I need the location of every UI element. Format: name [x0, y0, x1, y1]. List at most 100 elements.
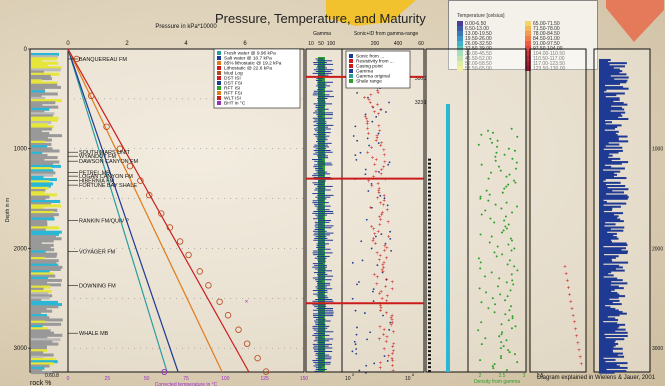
lithology-bar [31, 278, 62, 282]
density-point [489, 137, 492, 140]
yellow-decoration [326, 0, 416, 26]
density-point [494, 203, 497, 206]
sonic-point [389, 230, 392, 233]
lithology-bar [31, 265, 63, 269]
density-point [496, 245, 499, 248]
lithology-bar [31, 66, 62, 70]
temperature-legend-label: 0.00-6.50 [465, 21, 487, 27]
vr-point: + [563, 264, 567, 270]
temperature-log-bar [599, 330, 616, 333]
temperature-log-bar [599, 360, 606, 363]
inset-mark [428, 318, 431, 321]
resistivity-point: + [378, 253, 382, 259]
temperature-log-bar [599, 328, 626, 331]
resistivity-point: + [379, 107, 383, 113]
density-point [480, 163, 483, 166]
temperature-log-bar [599, 215, 619, 218]
density-point [485, 189, 488, 192]
resistivity-point: + [385, 311, 389, 317]
temperature-log-bar [599, 87, 629, 90]
pressure-legend-label: 85% lithostatic @ 19.2 kPa [224, 61, 282, 67]
density-point [510, 273, 513, 276]
rock-axis-label: rock % [30, 380, 51, 386]
temperature-log-bar [599, 229, 624, 232]
resistivity-point: + [377, 258, 381, 264]
sonic-point [373, 362, 376, 365]
mud-log-point [224, 312, 232, 319]
sonic-axis-label: Sonic+ID from gamma-range [354, 31, 419, 37]
resistivity-point: + [387, 354, 391, 360]
temperature-log-bar [599, 157, 621, 160]
density-point [507, 243, 510, 246]
density-point [480, 321, 483, 324]
temperature-log-bar [599, 325, 620, 328]
temperature-log-bar [599, 220, 624, 223]
density-point [512, 283, 515, 286]
pressure-legend-label: Lithostatic @ 22.6 kPa [224, 66, 272, 72]
lithology-bar [31, 296, 50, 300]
pressure-legend-swatch [217, 61, 221, 65]
temperature-log-bar [599, 165, 612, 168]
gamma-tick-label: 10 [308, 41, 314, 47]
lithology-bar [31, 349, 48, 353]
sonic-point [356, 91, 359, 94]
density-panel [467, 48, 527, 373]
lithology-bar [31, 320, 46, 324]
density-tick-label: 2.5 [499, 373, 506, 379]
temperature-log-bar [599, 342, 619, 345]
resistivity-point: + [370, 184, 374, 190]
lithology-bar [31, 147, 53, 151]
pressure-legend-label: DST FSI [224, 81, 242, 87]
lithology-bar [31, 232, 59, 236]
resistivity-point: + [383, 160, 387, 166]
pressure-legend-swatch [217, 56, 221, 60]
density-point [493, 221, 496, 224]
formation-label-1: SOUTH MARS UNIT [79, 150, 131, 156]
density-point [503, 153, 506, 156]
resistivity-point: + [391, 352, 395, 358]
resistivity-point: + [382, 194, 386, 200]
inset-mark [428, 254, 431, 257]
sonic-point [378, 170, 380, 173]
temperature-log-bar [599, 344, 616, 347]
resistivity-point: + [371, 155, 375, 161]
sonic-point [372, 290, 374, 293]
temperature-log-bar [599, 199, 604, 202]
sonic-point [388, 161, 391, 164]
sonic-point [358, 281, 360, 283]
density-point [505, 185, 508, 188]
temperature-log-bar [599, 275, 604, 278]
sonic-point [366, 338, 368, 341]
inset-mark [428, 282, 431, 285]
resistivity-point: + [391, 344, 395, 350]
log-legend-label: Resistivity from ... [356, 59, 394, 65]
resistivity-point: + [391, 368, 395, 374]
temperature-log-bar [599, 258, 612, 261]
temperature-legend-label: 117.00-123.50 [533, 61, 565, 67]
density-point [510, 327, 513, 330]
inset-mark [428, 174, 431, 177]
sonic-point [356, 283, 358, 286]
density-point [501, 253, 504, 256]
temperature-log-bar [599, 323, 626, 326]
vr-point: + [568, 292, 572, 298]
log-legend-label: Casing point [356, 64, 383, 70]
lithology-bar [31, 125, 54, 129]
density-point [484, 337, 487, 340]
lithology-bar [31, 52, 59, 56]
inset-mark [428, 302, 431, 305]
sonic-point [351, 350, 354, 353]
sonic-point [367, 190, 370, 192]
density-point [497, 285, 500, 288]
lithology-bar [31, 254, 57, 258]
sonic-point [377, 132, 380, 135]
temperature-log-bar [599, 327, 618, 330]
lithology-bar [31, 292, 49, 296]
sonic-point [386, 204, 389, 207]
lithology-bar [31, 191, 45, 195]
temperature-log-bar [599, 232, 617, 235]
temperature-log-bar [599, 89, 607, 92]
pressure-legend-label: Fresh water @ 9.96 kPa [224, 51, 276, 57]
density-point [477, 329, 480, 332]
temperature-log-bar [599, 143, 620, 146]
